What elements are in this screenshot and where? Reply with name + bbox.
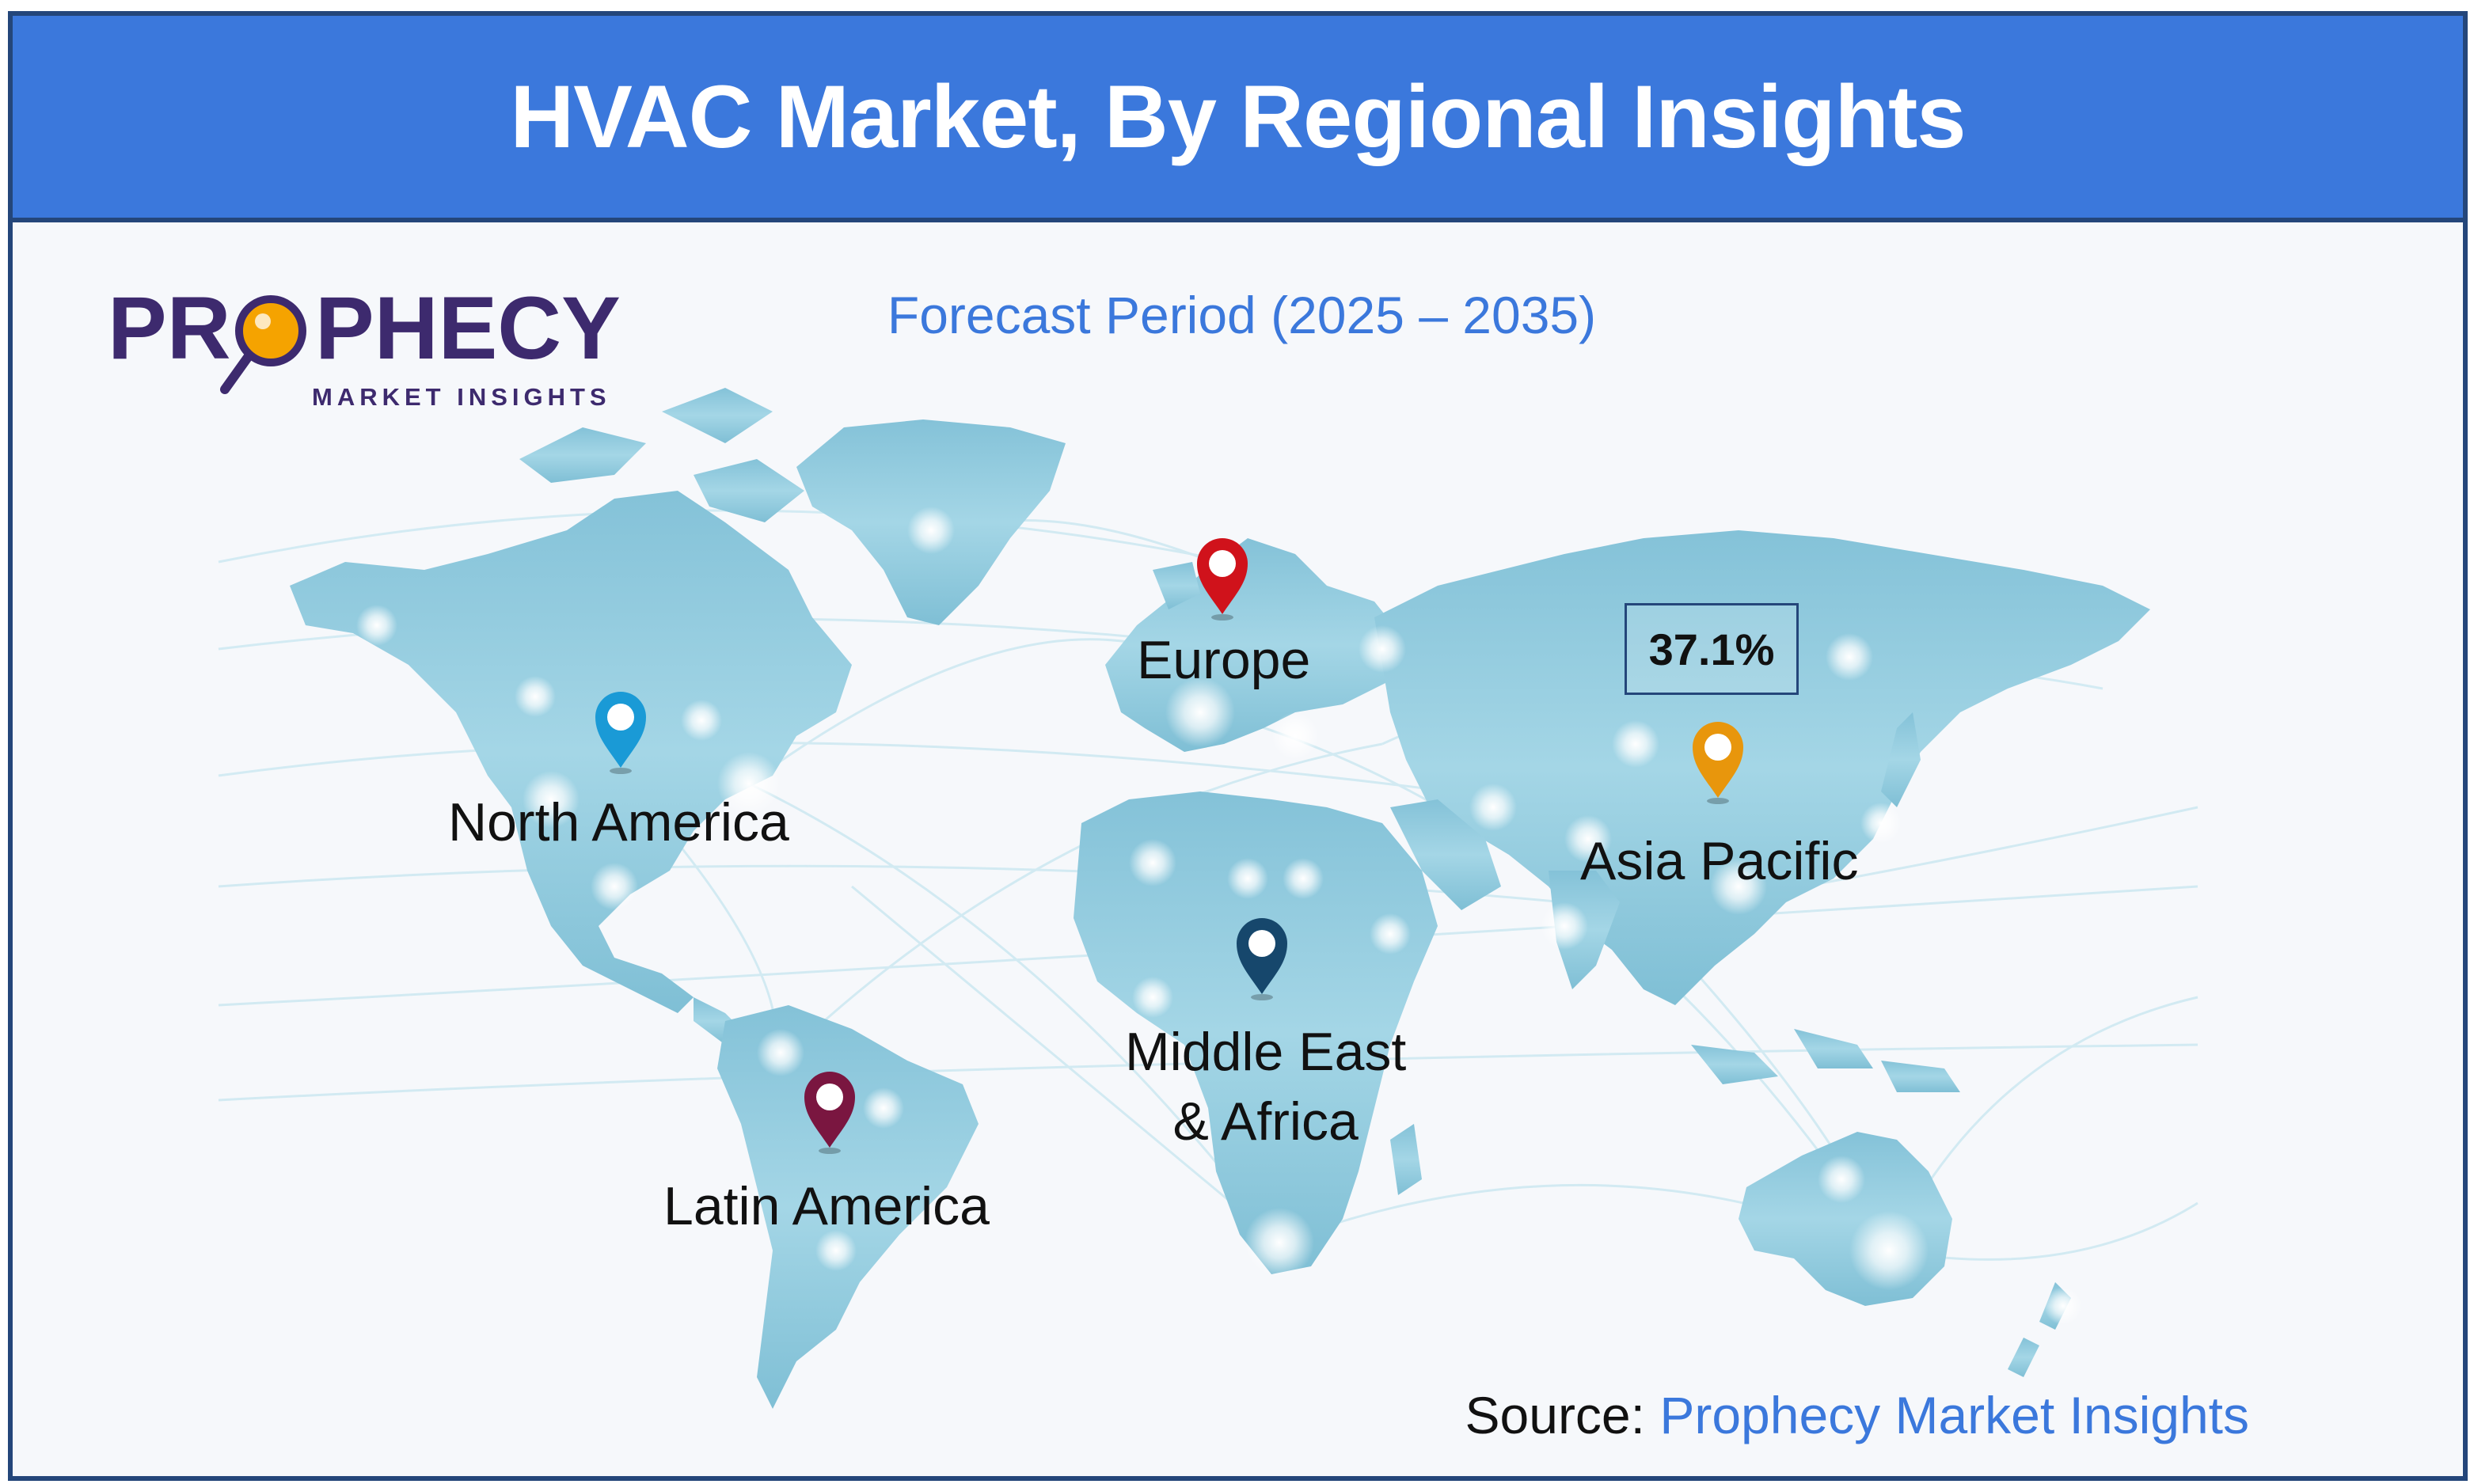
source-label: Source: [1465, 1386, 1645, 1444]
source-value: Prophecy Market Insights [1659, 1386, 2249, 1444]
asia-pacific-share-badge: 37.1% [1625, 603, 1799, 695]
asia-pacific-pin-icon [1693, 722, 1743, 804]
region-label-middle-east-africa: Middle East & Africa [1125, 1022, 1407, 1152]
north-america-shape [290, 491, 852, 1013]
magnifier-icon [220, 295, 306, 394]
europe-pin-icon [1197, 538, 1248, 621]
north-america-pin-icon [595, 692, 646, 774]
source-attribution: Source: Prophecy Market Insights [1465, 1385, 2249, 1445]
region-label-north-america: North America [448, 792, 789, 852]
middle-east-africa-pin-icon [1237, 918, 1287, 1000]
asia-shape [1374, 530, 2150, 1005]
logo-tagline: MARKET INSIGHTS [312, 383, 611, 411]
prophecy-logo: PR PHECY MARKET INSIGHTS [108, 279, 621, 411]
page-title: HVAC Market, By Regional Insights [510, 67, 1966, 166]
header-bar: HVAC Market, By Regional Insights [13, 16, 2463, 222]
africa-shape [1074, 791, 1438, 1274]
region-label-asia-pacific: Asia Pacific [1580, 831, 1859, 891]
city-glow-points [356, 507, 2082, 1325]
world-map [218, 388, 2198, 1409]
region-label-europe: Europe [1137, 630, 1311, 690]
region-label-latin-america: Latin America [663, 1176, 990, 1236]
forecast-period: Forecast Period (2025 – 2035) [887, 286, 1597, 344]
latin-america-pin-icon [804, 1072, 855, 1154]
logo-wordmark: PR [108, 279, 231, 378]
continents [290, 388, 2150, 1409]
infographic-frame: HVAC Market, By Regional Insights [8, 11, 2468, 1481]
south-america-shape [717, 1005, 979, 1409]
